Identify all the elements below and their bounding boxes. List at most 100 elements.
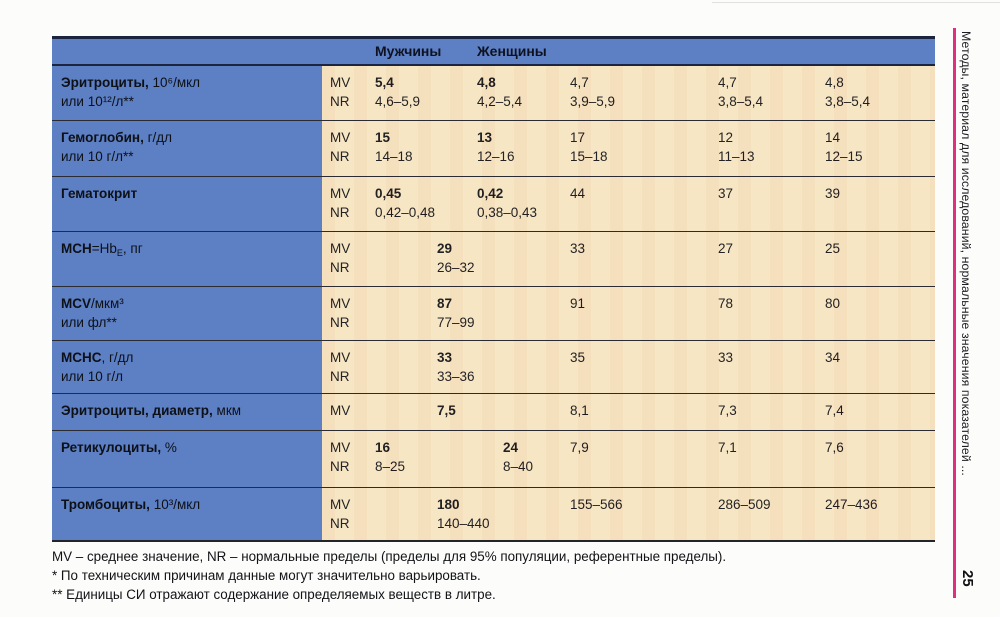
nr-label: NR bbox=[330, 149, 350, 164]
col-men: 0,45 0,42–0,48 bbox=[375, 184, 477, 231]
nr-label: NR bbox=[330, 94, 350, 109]
row-label: Эритроциты, диаметр, мкм bbox=[52, 394, 322, 430]
nr-value: 15–18 bbox=[570, 149, 608, 164]
mv-value: 27 bbox=[718, 241, 734, 256]
mv-value: 15 bbox=[375, 130, 391, 145]
row-label: Ретикулоциты, % bbox=[52, 431, 322, 487]
row-values: MV NR 15 14–18 13 12–16 17 15–18 12 11 bbox=[322, 121, 935, 176]
row-label-unit: % bbox=[161, 440, 177, 455]
row-label: Гематокрит bbox=[52, 177, 322, 231]
table-row-platelets: Тромбоциты, 10³/мкл MV NR 180 140–440 15… bbox=[52, 487, 935, 540]
row-label-line1: MCH=HbE, пг bbox=[61, 239, 316, 258]
row-label-subscript: E bbox=[116, 248, 123, 258]
row-label-line2: или 10¹²/л** bbox=[61, 94, 134, 109]
row-values: MV NR 5,4 4,6–5,9 4,8 4,2–5,4 4,7 3,9–5,… bbox=[322, 66, 935, 120]
page-number: 25 bbox=[959, 570, 976, 587]
nr-value: 14–18 bbox=[375, 149, 413, 164]
mv-label: MV bbox=[330, 497, 351, 512]
nr-label: NR bbox=[330, 369, 350, 384]
col-both-sexes: 29 26–32 bbox=[375, 239, 570, 286]
row-label-unit: , г/дл bbox=[101, 350, 134, 365]
mv-value: 78 bbox=[718, 296, 734, 311]
nr-value: 8–25 bbox=[375, 459, 406, 474]
nr-value: 8–40 bbox=[503, 459, 534, 474]
mv-value: 4,8 bbox=[825, 75, 844, 90]
col-4: 27 bbox=[718, 239, 825, 286]
col-5: 80 bbox=[825, 294, 935, 340]
col-both-sexes: 180 140–440 bbox=[375, 495, 570, 540]
mvnr-col: MV NR bbox=[322, 294, 375, 340]
col-5: 7,6 bbox=[825, 438, 935, 487]
header-spacer bbox=[52, 39, 375, 64]
nr-value: 3,9–5,9 bbox=[570, 94, 616, 109]
mv-value: 0,45 bbox=[375, 186, 402, 201]
mv-label: MV bbox=[330, 296, 351, 311]
nr-value: 0,38–0,43 bbox=[477, 205, 538, 220]
row-label: MCHC, г/дл или 10 г/л bbox=[52, 341, 322, 393]
row-label: Тромбоциты, 10³/мкл bbox=[52, 488, 322, 540]
row-label-name: Эритроциты, bbox=[61, 75, 149, 90]
mv-value: 29 bbox=[437, 241, 453, 256]
table-row-reticulocytes: Ретикулоциты, % MV NR 16 8–25 24 8–40 7,… bbox=[52, 430, 935, 487]
row-label-name: MCV bbox=[61, 296, 91, 311]
row-label-unit: 10⁶/мкл bbox=[148, 75, 201, 90]
footnote-asterisk: * По техническим причинам данные могут з… bbox=[52, 568, 481, 583]
col-both-sexes: 7,5 bbox=[375, 401, 570, 430]
row-label-name: Гематокрит bbox=[61, 186, 138, 201]
footnotes: MV – среднее значение, NR – нормальные п… bbox=[52, 547, 752, 604]
table-row-hemoglobin: Гемоглобин, г/дл или 10 г/л** MV NR 15 1… bbox=[52, 120, 935, 176]
row-values: MV NR 87 77–99 91 78 80 bbox=[322, 287, 935, 340]
row-label-name: MCH bbox=[61, 241, 92, 256]
mv-value: 35 bbox=[570, 350, 586, 365]
row-label-line2: или 10 г/л bbox=[61, 369, 124, 384]
row-label: MCH=HbE, пг bbox=[52, 232, 322, 286]
row-values: MV NR 16 8–25 24 8–40 7,9 7,1 bbox=[322, 431, 935, 487]
row-label-line1: MCHC, г/дл bbox=[61, 348, 316, 367]
col-women: 0,42 0,38–0,43 bbox=[477, 184, 570, 231]
mv-value: 33 bbox=[570, 241, 586, 256]
mvnr-col: MV NR bbox=[322, 495, 375, 540]
row-label-unit: мкм bbox=[212, 403, 242, 418]
col-women: 13 12–16 bbox=[477, 128, 570, 176]
mv-label: MV bbox=[330, 241, 351, 256]
col-3: 33 bbox=[570, 239, 718, 286]
nr-value: 11–13 bbox=[718, 149, 755, 164]
reference-table: Мужчины Женщины Эритроциты, 10⁶/мкл или … bbox=[52, 36, 935, 542]
mv-value: 39 bbox=[825, 186, 841, 201]
mv-value: 180 bbox=[437, 497, 460, 512]
mvnr-col: MV NR bbox=[322, 348, 375, 393]
mv-label: MV bbox=[330, 440, 351, 455]
row-values: MV NR 29 26–32 33 27 25 bbox=[322, 232, 935, 286]
col-5: 7,4 bbox=[825, 401, 935, 430]
mv-value: 4,7 bbox=[570, 75, 589, 90]
col-5: 4,8 3,8–5,4 bbox=[825, 73, 935, 120]
row-label-line1: MCV/мкм³ bbox=[61, 294, 316, 313]
mv-value: 7,4 bbox=[825, 403, 844, 418]
mv-label: MV bbox=[330, 130, 351, 145]
mv-label: MV bbox=[330, 350, 351, 365]
footnote-double-asterisk: ** Единицы СИ отражают содержание опреде… bbox=[52, 587, 496, 602]
row-label-name: Гемоглобин, bbox=[61, 130, 144, 145]
mvnr-col: MV bbox=[322, 401, 375, 430]
col-4: 7,3 bbox=[718, 401, 825, 430]
mv-label: MV bbox=[330, 186, 351, 201]
col-3: 44 bbox=[570, 184, 718, 231]
mv-value: 0,42 bbox=[477, 186, 504, 201]
nr-value: 0,42–0,48 bbox=[375, 205, 436, 220]
col-women: 4,8 4,2–5,4 bbox=[477, 73, 570, 120]
col-4: 4,7 3,8–5,4 bbox=[718, 73, 825, 120]
mv-value: 33 bbox=[718, 350, 734, 365]
mvnr-col: MV NR bbox=[322, 184, 375, 231]
mv-value: 16 bbox=[375, 440, 391, 455]
col-both-sexes: 87 77–99 bbox=[375, 294, 570, 340]
row-label-name: Эритроциты, диаметр, bbox=[61, 403, 213, 418]
mv-value: 25 bbox=[825, 241, 841, 256]
table-row-hematocrit: Гематокрит MV NR 0,45 0,42–0,48 0,42 0,3… bbox=[52, 176, 935, 231]
row-label-unit: /мкм³ bbox=[91, 296, 124, 311]
mvnr-col: MV NR bbox=[322, 438, 375, 487]
nr-value: 4,6–5,9 bbox=[375, 94, 421, 109]
nr-label: NR bbox=[330, 459, 350, 474]
row-label-name: Тромбоциты, bbox=[61, 497, 150, 512]
mv-value: 80 bbox=[825, 296, 841, 311]
nr-label: NR bbox=[330, 315, 350, 330]
